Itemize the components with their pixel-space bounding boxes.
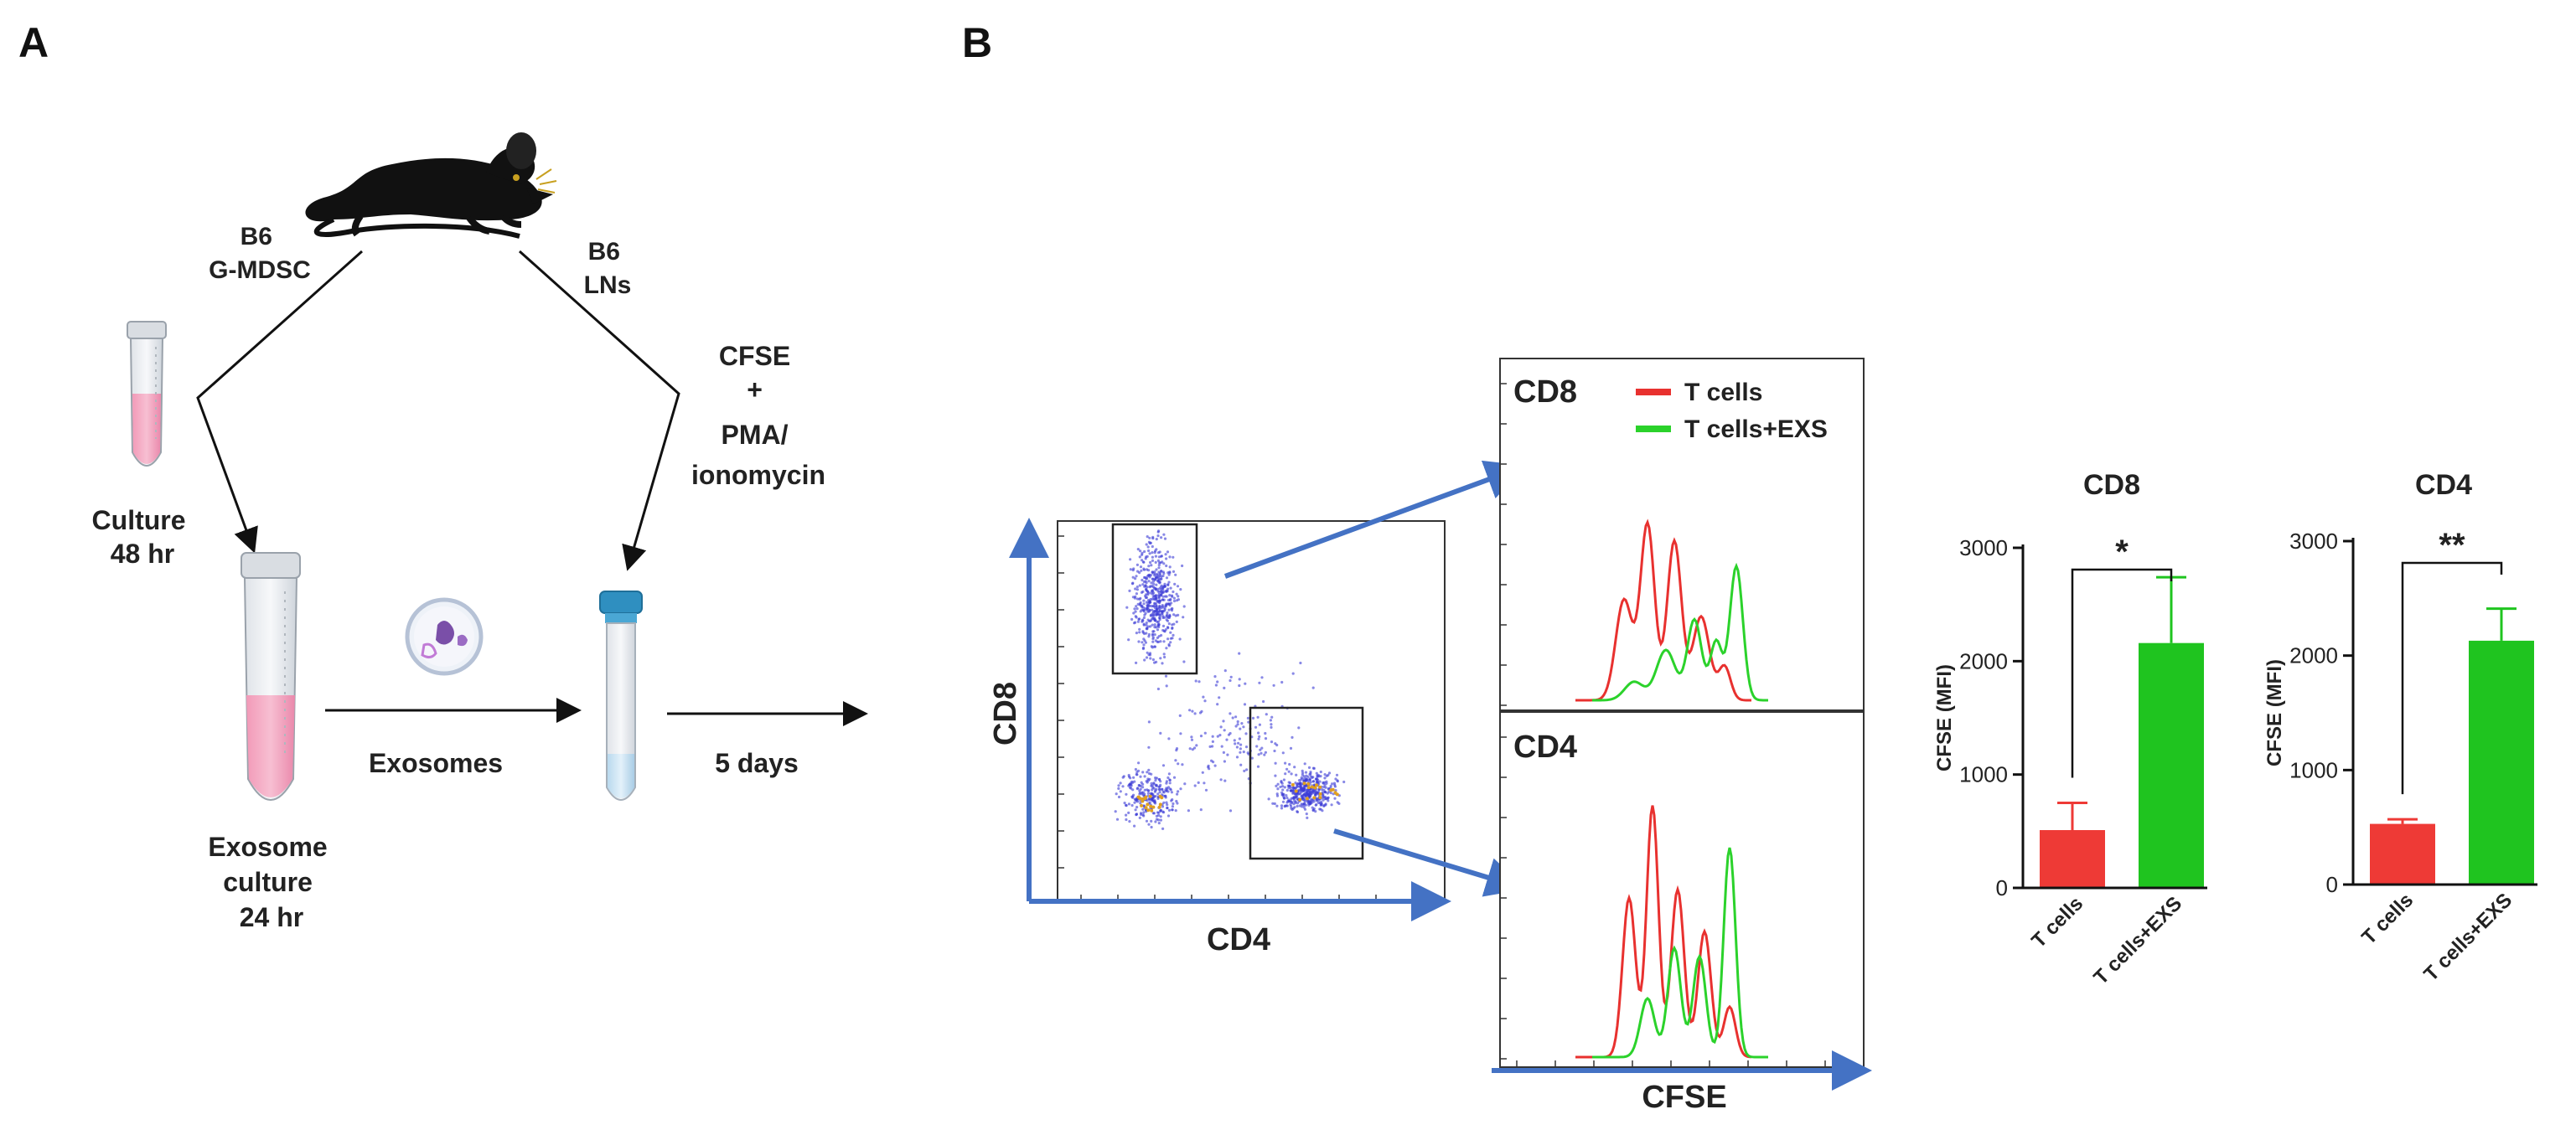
category-label: T cells	[2027, 892, 2087, 952]
dot-plot-x-label: CD4	[1207, 922, 1270, 957]
mouse-icon	[305, 132, 557, 239]
bar-t-cells-exs	[2469, 640, 2534, 885]
category-label: T cells+EXS	[2419, 889, 2517, 986]
y-tick-label: 0	[2326, 872, 2338, 897]
y-axis-label: CFSE (MFI)	[1933, 664, 1956, 771]
exosome-culture-label: Exosome culture 24 hr	[208, 832, 334, 932]
y-tick-label: 2000	[1959, 648, 2008, 673]
significance-marker: *	[2115, 534, 2129, 570]
histogram-cd8-label: CD8	[1513, 374, 1577, 410]
bar-chart-title: CD8	[2083, 469, 2140, 501]
bar-t-cells	[2040, 829, 2105, 888]
exosome-culture-tube-icon	[241, 552, 301, 801]
gate-arrow-cd8	[1223, 460, 1527, 579]
dot-plot-y-label: CD8	[988, 682, 1023, 745]
histogram-cd8: CD8 T cells T cells+EXS	[1499, 358, 1865, 711]
legend-label-t-cells-exs: T cells+EXS	[1684, 415, 1828, 443]
y-tick-label: 2000	[2289, 643, 2338, 668]
histogram-cd4-t-cells-exs	[1592, 847, 1768, 1059]
y-tick-label: 1000	[2289, 757, 2338, 782]
category-label: T cells+EXS	[2089, 892, 2186, 989]
y-tick-label: 0	[1996, 875, 2008, 900]
donor-left-label: B6 G-MDSC	[209, 223, 311, 284]
dot-plot-events	[1114, 529, 1346, 831]
arrow-lns-to-tube	[518, 250, 680, 571]
exosomes-label: Exosomes	[369, 748, 503, 778]
panel-label-b: B	[962, 19, 992, 66]
culture-label: Culture 48 hr	[92, 505, 194, 569]
histogram-cd8-t-cells	[1575, 518, 1751, 702]
duration-label: 5 days	[715, 748, 799, 778]
bar-t-cells	[2370, 823, 2435, 885]
histogram-cd8-frame	[1499, 358, 1865, 711]
y-tick-label: 1000	[1959, 762, 2008, 787]
arrow-mdsc-to-exosome-culture	[196, 250, 363, 554]
culture-tube-icon	[127, 321, 167, 467]
panel-label-a: A	[18, 19, 49, 66]
histogram-cd4: CD4	[1499, 711, 1865, 1068]
bar-chart-cd4: CD4 0 1000 2000 3000 CFSE (MFI) T cells T cells…	[2263, 469, 2537, 986]
dot-plot	[1057, 520, 1446, 902]
cfse-axis-label: CFSE	[1642, 1080, 1726, 1115]
gate-arrow-cd4	[1333, 828, 1527, 897]
bar-chart-cd8: CD8 0 1000 2000 3000 CFSE (MFI) T cells T cells…	[1933, 469, 2207, 989]
histogram-ticks	[1500, 383, 1826, 1067]
bar-t-cells-exs	[2139, 642, 2204, 888]
y-axis-label: CFSE (MFI)	[2263, 659, 2286, 766]
legend-label-t-cells: T cells	[1684, 379, 1762, 406]
donor-right-label: B6 LNs	[584, 238, 632, 299]
t-cell-tube-icon	[599, 591, 643, 801]
significance-bracket	[2071, 568, 2173, 778]
histogram-cd4-frame	[1499, 711, 1865, 1068]
y-tick-label: 3000	[1959, 535, 2008, 560]
y-tick-label: 3000	[2289, 529, 2338, 554]
exosome-icon	[405, 597, 484, 676]
histogram-cd8-t-cells-exs	[1592, 562, 1768, 702]
significance-bracket	[2401, 561, 2503, 795]
cd8-gate	[1111, 523, 1198, 675]
category-label: T cells	[2357, 889, 2418, 949]
bar-chart-title: CD4	[2415, 469, 2472, 501]
cd4-gate	[1249, 706, 1364, 860]
stimulation-label: CFSE + PMA/ ionomycin	[691, 341, 825, 490]
histogram-cd4-label: CD4	[1513, 730, 1577, 765]
significance-marker: **	[2439, 527, 2465, 564]
